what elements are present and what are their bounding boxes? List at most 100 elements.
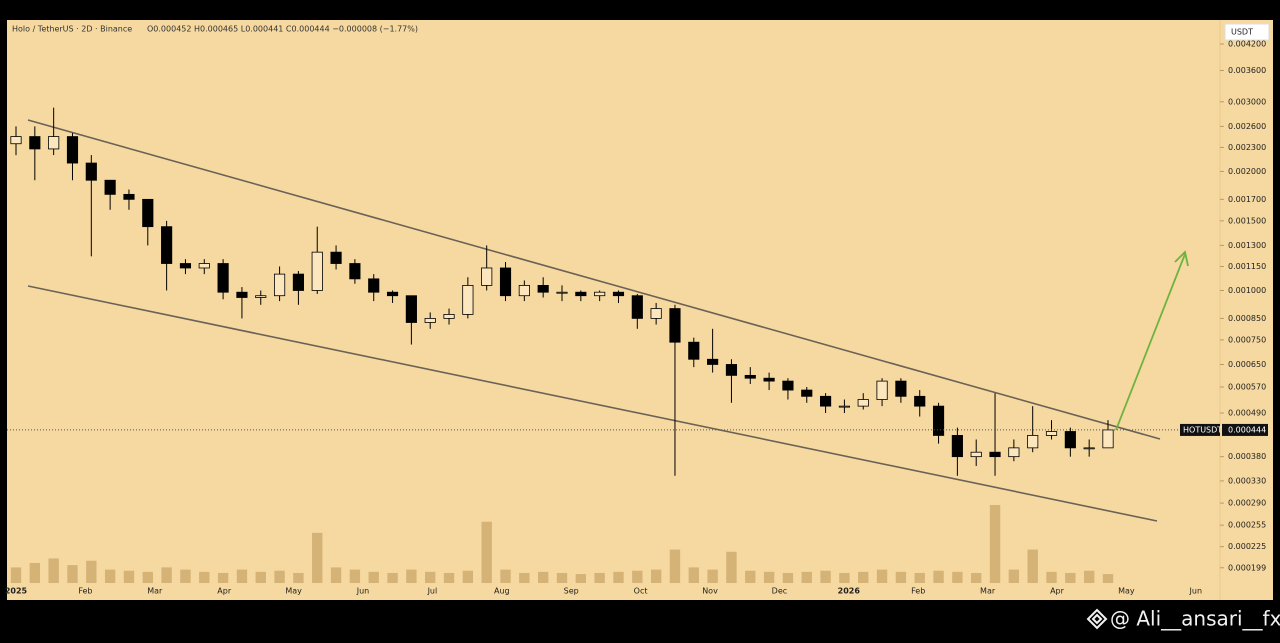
volume-bar (161, 567, 172, 583)
volume-bar (312, 532, 323, 583)
volume-bar (1046, 571, 1057, 583)
y-tick-label: 0.000290 (1228, 499, 1266, 508)
volume-bar (425, 571, 436, 583)
volume-bar (142, 571, 153, 583)
candle-body (1008, 447, 1020, 458)
candle-body (405, 295, 417, 323)
volume-bar (274, 570, 285, 583)
candle-body (499, 267, 512, 297)
volume-bar (519, 572, 530, 583)
candle-body (650, 308, 662, 319)
volume-bar (707, 569, 718, 583)
y-tick-label: 0.000330 (1228, 476, 1266, 485)
volume-bar (462, 570, 474, 583)
volume-bar (820, 570, 831, 583)
candle-body (876, 380, 888, 400)
volume-bar (67, 565, 78, 583)
candle-body (349, 263, 361, 280)
candle-body (1027, 435, 1039, 449)
volume-bar (236, 569, 248, 583)
volume-bar (104, 569, 116, 583)
candle-body (10, 136, 22, 145)
candle-body (537, 285, 549, 293)
volume-bar (669, 549, 681, 583)
chart-title: Holo / TetherUS · 2D · Binance (12, 25, 132, 34)
candle-body (386, 291, 399, 297)
candle-body (669, 308, 681, 343)
candle-body (518, 285, 530, 297)
candle-body (857, 399, 869, 407)
candle-body (838, 405, 850, 408)
candle-body (443, 313, 455, 319)
volume-bar (575, 574, 587, 583)
candle-body (462, 285, 474, 315)
candle-body (707, 358, 719, 365)
x-tick-label: May (285, 587, 302, 596)
y-tick-label: 0.000490 (1228, 409, 1266, 418)
x-tick-label: 2026 (838, 587, 861, 596)
candle-body (688, 341, 700, 360)
volume-bar (10, 567, 22, 583)
x-tick-label: Jun (356, 587, 370, 596)
candle-body (951, 435, 963, 458)
candle-body (311, 251, 323, 291)
y-tick-label: 0.000380 (1228, 452, 1266, 461)
volume-bar (1102, 574, 1114, 583)
y-tick-label: 0.000570 (1228, 383, 1266, 392)
volume-bar (1065, 572, 1076, 583)
x-tick-label: Apr (217, 587, 232, 596)
volume-bar (199, 571, 210, 583)
volume-bar (989, 505, 1001, 583)
y-tick-label: 0.002300 (1228, 143, 1266, 152)
price-tag (1222, 423, 1268, 436)
candle-body (255, 295, 267, 298)
projection-arrowhead (1174, 250, 1189, 267)
candle-body (970, 451, 982, 458)
volume-bar (914, 572, 925, 583)
candle-body (236, 291, 248, 298)
volume-bar (745, 570, 756, 583)
candle-body (1064, 431, 1076, 449)
candle-body (932, 405, 945, 436)
candle-body (85, 162, 97, 181)
watermark: @ Ali__ansari__fx (1110, 607, 1280, 631)
x-tick-label: Nov (702, 587, 718, 596)
candle-body (914, 395, 926, 407)
currency-box[interactable] (1224, 23, 1270, 41)
candle-body (594, 291, 606, 297)
volume-bar (1027, 549, 1038, 583)
x-tick-label: Oct (634, 587, 648, 596)
volume-bar (217, 572, 229, 583)
x-tick-label: May (1118, 587, 1135, 596)
candle-body (763, 377, 775, 382)
projection-arrow (1115, 253, 1186, 431)
x-tick-label: Feb (78, 587, 92, 596)
volume-bar (330, 567, 342, 583)
volume-bar (688, 567, 699, 583)
volume-bar (726, 551, 737, 583)
symbol-tag-label: HOTUSDT (1183, 425, 1222, 434)
y-tick-label: 0.000650 (1228, 360, 1266, 369)
lower-trendline (27, 285, 1158, 522)
volume-bar (763, 571, 775, 583)
candle-body (123, 193, 135, 200)
candle-body (274, 273, 286, 297)
upper-trendline (27, 119, 1161, 440)
symbol-tag (1180, 423, 1220, 436)
volume-bar (500, 569, 511, 583)
candle-body (104, 179, 116, 195)
y-tick-label: 0.000225 (1228, 542, 1266, 551)
y-tick-label: 0.003600 (1228, 66, 1266, 75)
volume-bar (1083, 570, 1095, 583)
x-tick-label: Apr (1050, 587, 1065, 596)
price-tag-label: 0.000444 (1228, 425, 1266, 434)
volume-bar (895, 571, 907, 583)
candle-body (801, 389, 813, 397)
y-tick-label: 0.001300 (1228, 241, 1266, 250)
y-tick-label: 0.002600 (1228, 122, 1266, 131)
volume-bar (349, 569, 361, 583)
candle-body (989, 451, 1001, 458)
volume-bar (293, 572, 304, 583)
y-tick-label: 0.000255 (1228, 521, 1266, 530)
